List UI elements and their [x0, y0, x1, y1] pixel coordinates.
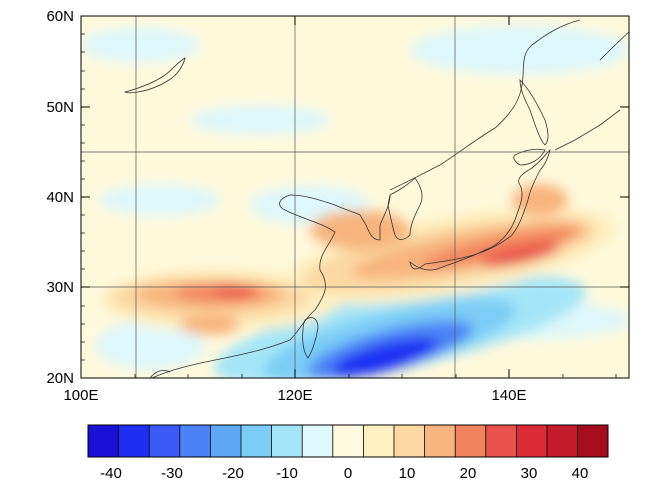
negative-patch	[81, 27, 200, 63]
colorbar-label: -20	[222, 465, 244, 482]
colorbar-box-15	[516, 425, 547, 457]
russia-coastline	[389, 19, 581, 191]
hainan-coastline	[149, 370, 171, 378]
y-tick-label-40: 40N	[46, 189, 74, 206]
hokkaido-coastline	[513, 148, 546, 166]
colorbar-label: 20	[460, 465, 477, 482]
positive-patch	[310, 210, 410, 250]
x-tick-label-120: 120E	[277, 387, 312, 404]
positive-patch	[480, 243, 560, 267]
negative-patch	[331, 338, 439, 376]
colorbar: -40 -30 -20 -10 0 10 20 30 40	[87, 424, 609, 482]
sakhalin-coastline	[519, 79, 549, 146]
y-tick-label-60: 60N	[46, 8, 74, 25]
y-axis: 20N 30N 40N 50N 60N	[46, 8, 629, 387]
coastlines	[123, 19, 629, 378]
x-tick-label-140: 140E	[491, 387, 526, 404]
colorbar-box-6	[241, 425, 272, 457]
colorbar-label: 10	[399, 465, 416, 482]
korea-coastline	[387, 177, 423, 240]
positive-patch	[213, 286, 257, 298]
gridlines	[81, 16, 629, 378]
colorbar-label: 40	[572, 465, 589, 482]
y-tick-label-50: 50N	[46, 99, 74, 116]
colorbar-box-11	[394, 425, 425, 457]
y-tick-label-30: 30N	[46, 279, 74, 296]
y-minor-ticks	[81, 33, 85, 361]
negative-patch	[410, 25, 629, 75]
kamchatka-coastline	[599, 31, 629, 61]
colorbar-box-4	[179, 425, 211, 457]
x-minor-ticks	[134, 374, 617, 378]
negative-patch	[100, 184, 220, 216]
colorbar-separators	[118, 425, 578, 457]
y-major-ticks	[81, 15, 629, 379]
kuril-islands	[554, 109, 621, 151]
colorbar-box-9	[332, 425, 364, 457]
colorbar-box-13	[455, 425, 486, 457]
colorbar-box-17	[577, 425, 608, 457]
taiwan-coastline	[302, 317, 319, 359]
colorbar-box-1	[88, 425, 119, 457]
y-tick-label-20: 20N	[46, 370, 74, 387]
colorbar-label: 0	[344, 465, 352, 482]
colorbar-box-12	[424, 425, 456, 457]
colorbar-box-3	[149, 425, 180, 457]
colorbar-box-2	[118, 425, 150, 457]
x-tick-label-100: 100E	[63, 387, 98, 404]
colorbar-box-10	[363, 425, 394, 457]
colorbar-box-8	[302, 425, 333, 457]
japan-coastline	[409, 148, 551, 271]
colorbar-box-7	[271, 425, 303, 457]
x-major-ticks	[80, 16, 510, 378]
negative-patch	[95, 320, 205, 370]
colorbar-label: -30	[161, 465, 183, 482]
colorbar-box-16	[547, 425, 578, 457]
colorbar-box-14	[485, 425, 517, 457]
lake-baikal	[123, 57, 186, 94]
map-plot-area: 100E 120E 140E	[46, 8, 630, 404]
colorbar-frame	[87, 424, 609, 458]
negative-patch	[190, 105, 330, 135]
colorbar-label: 30	[521, 465, 538, 482]
positive-patch	[512, 184, 568, 216]
positive-patch	[180, 315, 240, 335]
colorbar-box-5	[210, 425, 241, 457]
colorbar-label: -10	[276, 465, 298, 482]
china-coastline	[151, 194, 391, 378]
x-axis: 100E 120E 140E	[63, 16, 617, 404]
colorbar-label: -40	[100, 465, 122, 482]
